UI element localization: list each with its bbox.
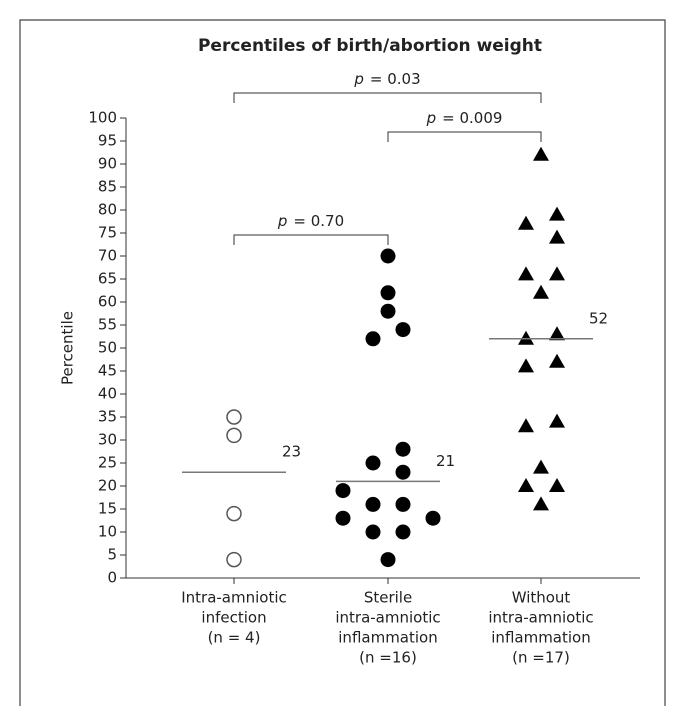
y-tick-label: 20 bbox=[98, 477, 117, 495]
triangle-point bbox=[549, 326, 565, 341]
y-tick-label: 75 bbox=[98, 224, 117, 242]
x-tick-label: (n = 4) bbox=[208, 629, 261, 647]
point bbox=[395, 524, 411, 540]
annotation: p = 0.70 bbox=[277, 212, 344, 230]
y-tick-label: 0 bbox=[107, 569, 117, 587]
point bbox=[380, 552, 396, 568]
triangle-point bbox=[549, 353, 565, 368]
point bbox=[395, 496, 411, 512]
open-point bbox=[226, 551, 242, 568]
point bbox=[335, 510, 351, 526]
point bbox=[365, 455, 381, 471]
annotation: p = 0.009 bbox=[426, 109, 503, 127]
annotation: p = 0.03 bbox=[353, 70, 420, 88]
annotation-value: = 0.03 bbox=[370, 70, 421, 88]
triangle-point bbox=[533, 284, 549, 299]
open-point bbox=[226, 409, 242, 425]
x-tick-label: intra-amniotic bbox=[335, 609, 440, 627]
open-point bbox=[226, 505, 242, 522]
point bbox=[365, 331, 381, 347]
point bbox=[365, 524, 381, 540]
triangle-point bbox=[533, 146, 549, 161]
open-point bbox=[226, 427, 242, 444]
point bbox=[395, 464, 411, 480]
y-tick-label: 5 bbox=[107, 546, 117, 564]
x-tick-label: (n =17) bbox=[512, 649, 570, 667]
y-tick-label: 65 bbox=[98, 270, 117, 288]
triangle-point bbox=[549, 413, 565, 428]
x-tick-label: (n =16) bbox=[359, 649, 417, 667]
y-tick-label: 25 bbox=[98, 454, 117, 472]
point bbox=[365, 496, 381, 512]
y-tick-label: 50 bbox=[98, 339, 117, 357]
point bbox=[335, 483, 351, 499]
annotation-p: p bbox=[277, 212, 288, 230]
bracket bbox=[387, 131, 542, 142]
x-tick-label: inflammation bbox=[491, 629, 590, 647]
y-tick-label: 15 bbox=[98, 500, 117, 518]
x-tick-label: intra-amniotic bbox=[488, 609, 593, 627]
x-tick-label: inflammation bbox=[338, 629, 437, 647]
frame bbox=[19, 19, 666, 706]
triangle-point bbox=[533, 459, 549, 474]
annotation-value: = 0.009 bbox=[442, 109, 502, 127]
y-tick-label: 10 bbox=[98, 523, 117, 541]
annotation-p: p bbox=[426, 109, 437, 127]
point bbox=[380, 303, 396, 319]
median-label: 52 bbox=[589, 309, 608, 327]
x-tick-label: Sterile bbox=[364, 589, 412, 607]
triangle-point bbox=[518, 358, 534, 373]
triangle-point bbox=[518, 478, 534, 492]
y-tick-label: 85 bbox=[98, 178, 117, 196]
y-tick-label: 60 bbox=[98, 293, 117, 311]
y-tick-label: 40 bbox=[98, 385, 117, 403]
y-tick-label: 45 bbox=[98, 362, 117, 380]
y-tick-label: 30 bbox=[98, 431, 117, 449]
y-tick-label: 95 bbox=[98, 132, 117, 150]
point bbox=[395, 441, 411, 457]
triangle-point bbox=[533, 496, 549, 511]
triangle-point bbox=[518, 418, 534, 433]
x-tick-label: infection bbox=[201, 609, 266, 627]
x-tick-label: Intra-amniotic bbox=[181, 589, 287, 607]
bracket bbox=[233, 234, 389, 245]
median-label: 21 bbox=[436, 452, 455, 470]
annotation-p: p bbox=[353, 70, 364, 88]
y-tick-label: 55 bbox=[98, 316, 117, 334]
annotation-value: = 0.70 bbox=[293, 212, 344, 230]
median-label: 23 bbox=[282, 443, 301, 461]
point bbox=[380, 285, 396, 301]
x-tick-label: Without bbox=[512, 589, 571, 607]
y-tick-label: 35 bbox=[98, 408, 117, 426]
chart-title: Percentiles of birth/abortion weight bbox=[198, 36, 542, 56]
triangle-point bbox=[518, 266, 534, 281]
y-tick-label: 70 bbox=[98, 247, 117, 265]
triangle-point bbox=[549, 478, 565, 492]
triangle-point bbox=[518, 215, 534, 230]
y-tick-label: 100 bbox=[88, 109, 117, 127]
triangle-point bbox=[549, 266, 565, 281]
point bbox=[425, 510, 441, 526]
y-tick-label: 90 bbox=[98, 155, 117, 173]
point bbox=[395, 322, 411, 338]
triangle-point bbox=[549, 229, 565, 244]
y-axis-label: Percentile bbox=[59, 311, 77, 385]
triangle-point bbox=[518, 330, 534, 345]
bracket bbox=[233, 92, 542, 103]
point bbox=[380, 248, 396, 264]
triangle-point bbox=[549, 206, 565, 221]
y-tick-label: 80 bbox=[98, 201, 117, 219]
